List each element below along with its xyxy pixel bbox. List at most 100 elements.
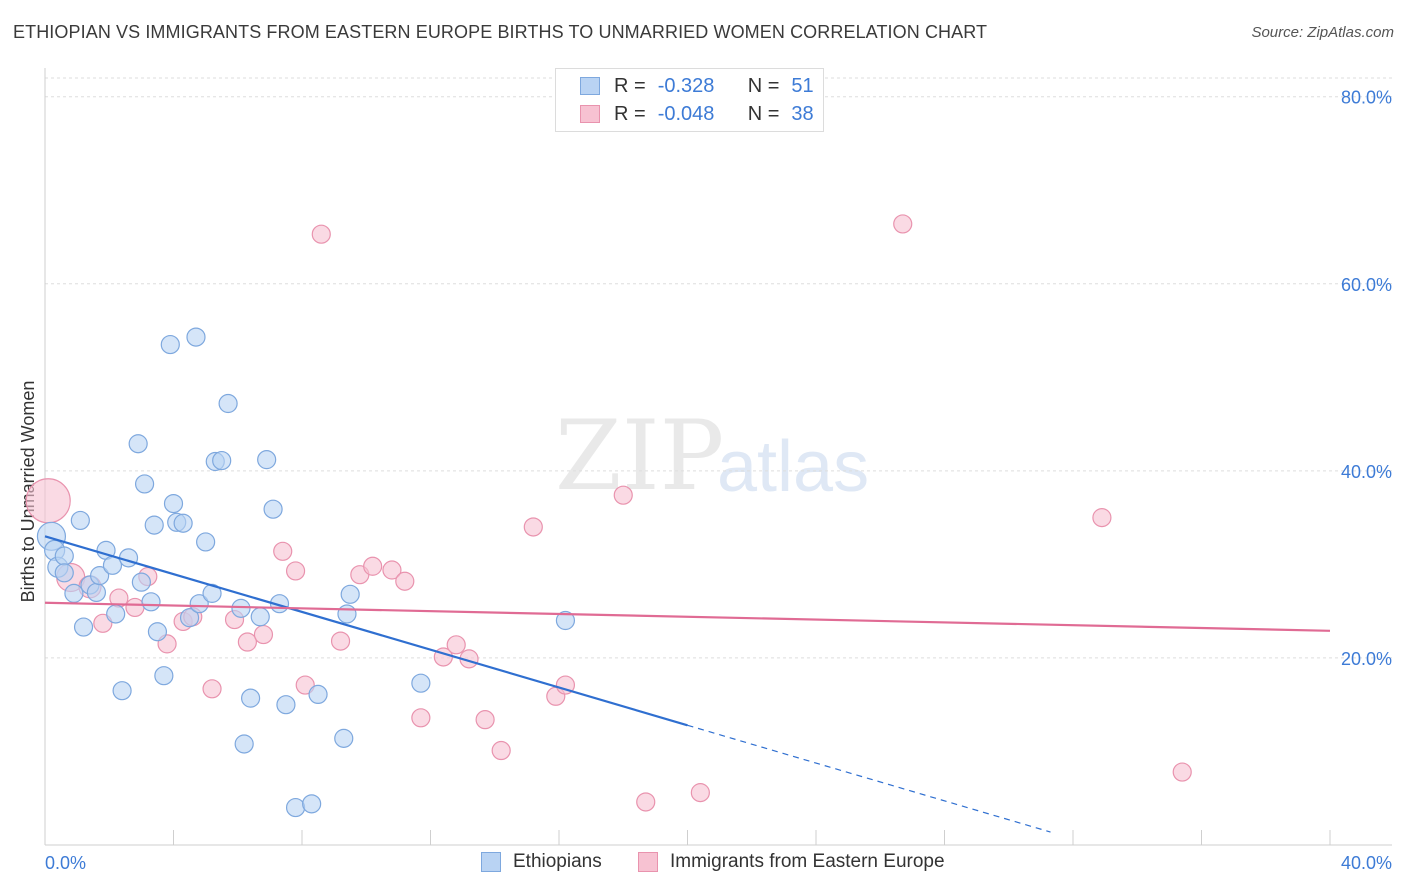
eastern-europe-point <box>253 624 274 645</box>
ethiopian-point <box>64 583 84 603</box>
series-label-eastern-europe: Immigrants from Eastern Europe <box>670 851 945 872</box>
watermark-zip: ZIP <box>555 400 725 512</box>
ethiopian-point <box>90 566 110 586</box>
ethiopian-point <box>112 681 132 701</box>
eastern-europe-point <box>1092 508 1112 528</box>
ethiopian-point <box>340 584 360 604</box>
ethiopian-point <box>86 582 107 603</box>
ethiopian-point <box>189 594 209 614</box>
legend-swatch-blue <box>580 77 600 95</box>
ethiopian-point <box>276 695 296 715</box>
ethiopian-point <box>179 608 200 628</box>
legend-n-label: N = <box>747 74 780 97</box>
eastern-europe-point <box>395 571 415 591</box>
eastern-europe-point <box>446 635 466 655</box>
ethiopian-point <box>154 666 174 686</box>
ethiopian-point <box>285 797 306 818</box>
ethiopian-point <box>250 607 270 627</box>
series-label-ethiopians: Ethiopians <box>513 851 602 872</box>
eastern-europe-point <box>363 556 383 576</box>
legend-r-value: -0.328 <box>657 74 715 97</box>
eastern-europe-point <box>311 224 331 244</box>
ethiopian-point <box>308 684 328 705</box>
ethiopian-point <box>257 450 277 470</box>
watermark-atlas: atlas <box>717 427 870 507</box>
x-tick-label: 0.0% <box>45 853 86 873</box>
eastern-europe-point <box>295 675 315 695</box>
ethiopian-point <box>337 604 357 624</box>
legend-n-value: 38 <box>791 102 814 125</box>
y-tick-label: 80.0% <box>1341 88 1392 108</box>
legend-swatch-pink <box>580 105 600 123</box>
ethiopian-point <box>212 450 232 471</box>
ethiopian-point <box>334 728 354 748</box>
legend-n-label: N = <box>747 102 780 125</box>
ethiopian-point <box>234 734 254 754</box>
ethiopian-trendline <box>44 535 688 727</box>
ethiopian-point <box>173 513 193 533</box>
ethiopian-point <box>411 673 431 693</box>
eastern-europe-point <box>636 792 656 812</box>
legend-r-value: -0.048 <box>657 102 715 125</box>
eastern-europe-point <box>690 783 710 803</box>
eastern-europe-point <box>285 561 306 581</box>
eastern-europe-point <box>411 708 431 728</box>
eastern-europe-point <box>25 478 71 524</box>
ethiopian-point <box>186 327 206 347</box>
chart-title: ETHIOPIAN VS IMMIGRANTS FROM EASTERN EUR… <box>13 22 988 42</box>
source-credit: Source: ZipAtlas.com <box>1251 24 1394 41</box>
ethiopian-point <box>163 493 184 514</box>
series-legend-ethiopians: Ethiopians <box>481 851 602 873</box>
eastern-europe-point <box>491 740 511 761</box>
eastern-europe-point <box>893 214 913 234</box>
series-legend-eastern-europe: Immigrants from Eastern Europe <box>638 851 945 873</box>
ethiopian-point <box>134 474 155 494</box>
ethiopian-point <box>141 592 161 612</box>
ethiopian-point <box>555 610 576 631</box>
ethiopian-point <box>128 434 148 454</box>
series-legend: Ethiopians Immigrants from Eastern Europ… <box>0 851 1406 877</box>
series-swatch-blue <box>481 852 501 872</box>
legend-n-value: 51 <box>791 74 814 97</box>
ethiopian-point <box>218 393 238 414</box>
eastern-europe-point <box>523 517 543 537</box>
ethiopian-point <box>196 532 216 552</box>
eastern-europe-point <box>613 485 633 505</box>
ethiopian-point <box>73 617 94 637</box>
ethiopian-point <box>160 334 180 355</box>
ethiopian-point <box>54 563 74 583</box>
ethiopian-trendline-extension <box>687 724 1051 833</box>
ethiopian-point <box>231 598 251 618</box>
eastern-europe-point <box>273 541 293 561</box>
stats-legend: R = -0.328 N = 51 R = -0.048 N = 38 <box>555 68 824 132</box>
eastern-europe-point <box>382 560 402 580</box>
ethiopian-point <box>241 688 261 708</box>
eastern-europe-point <box>330 631 351 651</box>
ethiopian-point <box>106 604 126 624</box>
legend-row-eastern-europe: R = -0.048 N = 38 <box>580 101 814 127</box>
eastern-europe-point <box>475 710 495 730</box>
eastern-europe-point <box>93 613 113 633</box>
y-tick-label: 40.0% <box>1341 462 1392 482</box>
legend-r-label: R = <box>614 102 646 125</box>
eastern-europe-point <box>1172 762 1192 782</box>
ethiopian-point <box>54 546 74 566</box>
series-swatch-pink <box>638 852 658 872</box>
y-tick-label: 20.0% <box>1341 649 1392 669</box>
ethiopian-point <box>302 794 322 814</box>
y-tick-label: 60.0% <box>1341 275 1392 295</box>
ethiopian-point <box>131 572 151 592</box>
ethiopian-point <box>263 499 283 519</box>
legend-r-label: R = <box>614 74 646 97</box>
x-tick-label: 40.0% <box>1341 853 1392 873</box>
eastern-europe-point <box>237 632 257 652</box>
eastern-europe-point <box>202 679 222 699</box>
legend-row-ethiopians: R = -0.328 N = 51 <box>580 73 814 99</box>
ethiopian-point <box>70 510 90 531</box>
ethiopian-point <box>144 515 164 535</box>
ethiopian-point <box>147 622 168 642</box>
eastern-europe-point <box>125 597 145 618</box>
eastern-europe-trendline <box>44 601 1331 632</box>
ethiopian-point <box>118 548 139 568</box>
